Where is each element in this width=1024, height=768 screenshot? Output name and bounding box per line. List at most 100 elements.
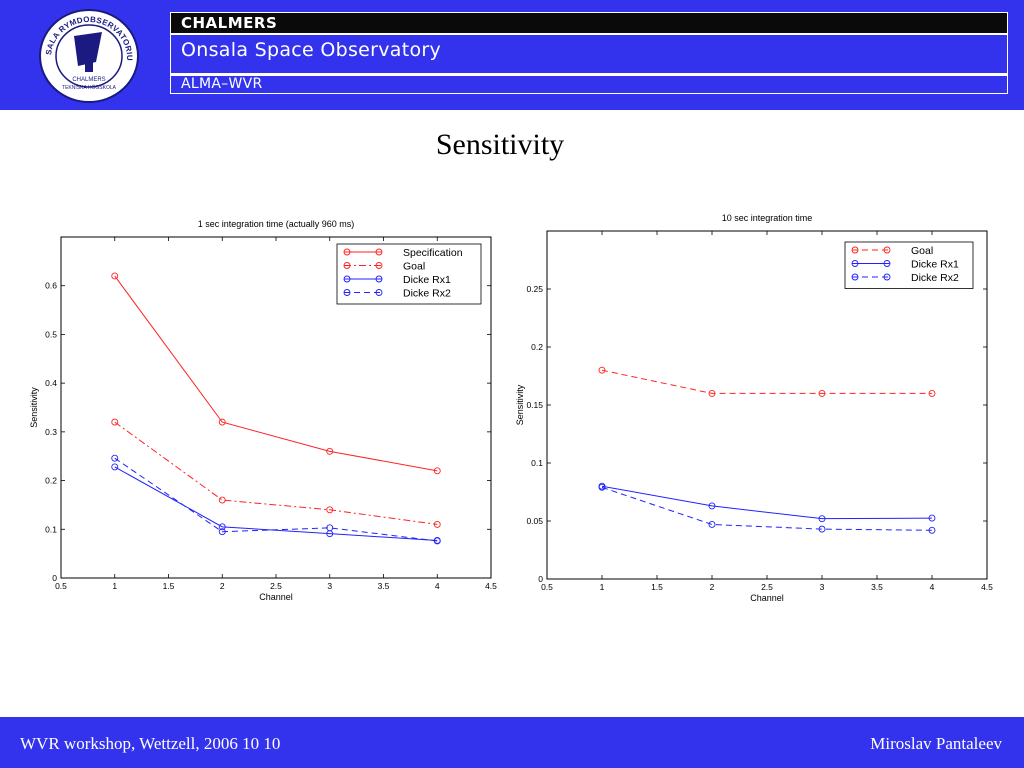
chart0-data-point: [218, 523, 226, 531]
chart1-legend-label: Goal: [911, 245, 933, 257]
chart0-y-tick-label: 0.5: [45, 329, 57, 339]
chart1-data-point: [708, 502, 716, 510]
chart1-data-point: [598, 366, 606, 374]
chart0-data-point: [111, 272, 119, 280]
chart1-x-tick-label: 0.5: [541, 582, 553, 592]
chart1-x-tick-label: 1.5: [651, 582, 663, 592]
chart0-legend-marker: [375, 275, 383, 283]
chart1-x-tick-label: 2.5: [761, 582, 773, 592]
chart1-data-point: [818, 525, 826, 533]
chart1-y-tick-label: 0.2: [531, 342, 543, 352]
header-banner: CHALMERS Onsala Space Observatory ALMA–W…: [170, 12, 1008, 94]
chart-10sec-wrapper: 10 sec integration time 0.5 1 1.5 2 2.5 3 3.5 4 4…: [512, 210, 1002, 610]
chart0-legend-marker: [343, 262, 351, 269]
chart0-x-axis-label: Channel: [259, 592, 293, 602]
chart1-y-tick-label: 0: [538, 574, 543, 584]
chart0-data-point: [433, 467, 441, 475]
chart0-y-tick-label: 0.6: [45, 281, 57, 291]
chart0-data-point: [218, 418, 226, 426]
slide-title: Sensitivity: [435, 128, 565, 161]
chart0-y-tick-label: 0.3: [45, 427, 57, 437]
chart1-data-point: [818, 389, 826, 397]
chart1-x-tick-label: 3.5: [871, 582, 883, 592]
department-name: Onsala Space Observatory: [171, 35, 1007, 73]
chart0-y-tick-label: 0.4: [45, 378, 57, 388]
footer-bar: WVR workshop, Wettzell, 2006 10 10 Miros…: [0, 717, 1024, 768]
chart0-x-tick-label: 0.5: [55, 581, 67, 591]
chart0-x-tick-label: 3.5: [378, 581, 390, 591]
chart0-series-line-1: [114, 421, 438, 525]
chart0-y-tick-label: 0: [52, 573, 57, 583]
chart0-data-point: [326, 506, 334, 514]
chart0-legend-marker: [375, 248, 383, 256]
chart1-x-tick-label: 4.5: [981, 582, 993, 592]
header-bar: ONSALA RYMDOBSERVATORIUM CHALMERS TEKNIS…: [0, 0, 1024, 110]
chart0-x-tick-label: 1.5: [163, 581, 175, 591]
chart1-legend-marker: [883, 260, 891, 267]
chart1-y-tick-label: 0.05: [526, 516, 543, 526]
footer-event: WVR workshop, Wettzell, 2006 10 10: [20, 734, 281, 753]
chart0-y-axis-label: Sensitivity: [30, 387, 39, 428]
chart1-data-point: [708, 389, 716, 397]
chart1-data-point: [598, 483, 606, 491]
project-name: ALMA–WVR: [171, 76, 1007, 93]
svg-text:TEKNISKA HÖGSKOLA: TEKNISKA HÖGSKOLA: [62, 84, 117, 91]
org-name: CHALMERS: [171, 13, 1007, 33]
chart1-legend-marker: [851, 273, 859, 281]
chart0-data-point: [433, 537, 441, 545]
chart0-x-tick-label: 2.5: [270, 581, 282, 591]
chart0-data-point: [326, 447, 334, 455]
chart0-x-tick-label: 2: [220, 581, 225, 591]
chart1-x-tick-label: 2: [710, 582, 715, 592]
chart-10sec: 10 sec integration time 0.5 1 1.5 2 2.5 3 3.5 4 4…: [515, 213, 993, 603]
chart1-x-tick-label: 1: [600, 582, 605, 592]
chart1-x-axis-label: Channel: [750, 593, 784, 603]
chart-1sec-wrapper: 1 sec integration time (actually 960 ms)…: [29, 210, 510, 610]
chart0-legend-marker: [343, 248, 351, 256]
chart-1sec: 1 sec integration time (actually 960 ms)…: [29, 219, 497, 602]
chart0-data-point: [433, 520, 441, 528]
chart0-legend-label: Dicke Rx1: [403, 274, 451, 286]
chart1-data-point: [818, 515, 826, 523]
chart0-y-tick-label: 0.1: [45, 524, 57, 534]
chart0-data-point: [111, 418, 119, 426]
chart0-y-tick-label: 0.2: [45, 476, 57, 486]
chart0-data-point: [326, 524, 334, 532]
chart0-x-tick-label: 4: [435, 581, 440, 591]
chart1-data-point: [708, 521, 716, 528]
chart0-x-tick-label: 1: [112, 581, 117, 591]
chart1-y-tick-label: 0.15: [526, 400, 543, 410]
chart0-data-point: [111, 463, 119, 471]
chart0-legend: [336, 243, 482, 305]
chart1-series-line-1: [601, 485, 933, 520]
chart0-legend-marker: [343, 275, 351, 283]
chart1-data-point: [928, 526, 936, 534]
chart1-legend-marker: [851, 260, 859, 267]
observatory-logo: ONSALA RYMDOBSERVATORIUM CHALMERS TEKNIS…: [38, 8, 139, 103]
chart1-data-point: [928, 389, 936, 397]
chart0-series-line-3: [114, 457, 438, 542]
chart1-y-tick-label: 0.1: [531, 458, 543, 468]
chart0-title: 1 sec integration time (actually 960 ms): [198, 219, 355, 229]
chart0-series-line-0: [114, 275, 438, 472]
chart0-legend-label: Specification: [403, 247, 463, 259]
chart1-legend-label: Dicke Rx2: [911, 272, 959, 284]
chart0-legend-marker: [375, 289, 383, 296]
footer-author: Miroslav Pantaleev: [870, 734, 1002, 753]
chart1-title: 10 sec integration time: [722, 213, 813, 223]
chart0-x-tick-label: 3: [327, 581, 332, 591]
chart0-legend-marker: [343, 289, 351, 296]
chart0-data-point: [218, 496, 226, 504]
chart0-x-tick-label: 4.5: [485, 581, 497, 591]
chart0-legend-label: Dicke Rx2: [403, 288, 451, 300]
chart1-legend-label: Dicke Rx1: [911, 259, 959, 271]
chart1-legend-marker: [851, 246, 859, 254]
chart1-plot-area: [546, 230, 988, 580]
chart1-data-point: [928, 514, 936, 522]
chart0-data-point: [218, 528, 226, 536]
chart1-series-line-2: [601, 486, 933, 531]
chart1-y-axis-label: Sensitivity: [515, 384, 525, 425]
chart1-x-tick-label: 3: [820, 582, 825, 592]
chart0-legend-label: Goal: [403, 261, 425, 273]
svg-text:CHALMERS: CHALMERS: [72, 77, 105, 83]
